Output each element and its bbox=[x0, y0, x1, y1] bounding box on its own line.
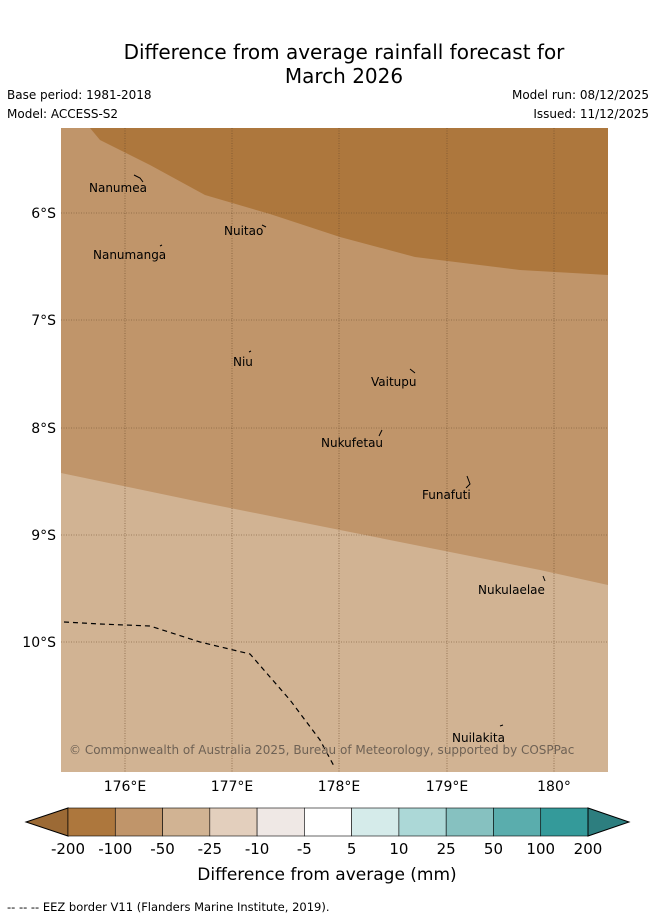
legend-title: Difference from average (mm) bbox=[197, 865, 456, 885]
lon-tick-176: 176°E bbox=[104, 779, 147, 795]
title-line-2: March 2026 bbox=[284, 64, 404, 88]
base-period: Base period: 1981-2018 bbox=[7, 88, 152, 102]
island-shape-nuilakita bbox=[499, 724, 504, 727]
lat-tick-9s: 9°S bbox=[31, 528, 56, 544]
colorbar-tick-label: 5 bbox=[347, 840, 357, 858]
colorbar-tick-label: -50 bbox=[150, 840, 175, 858]
colorbar-swatch bbox=[540, 807, 589, 837]
island-shape-nuitao bbox=[261, 224, 267, 228]
colorbar-swatch bbox=[162, 807, 211, 837]
colorbar-swatch bbox=[304, 807, 352, 837]
lat-tick-6s: 6°S bbox=[31, 206, 56, 222]
eez-border-line bbox=[63, 621, 336, 769]
colorbar-tick-label: -25 bbox=[198, 840, 223, 858]
island-labels: Nanumea Nuitao Nanumanga Niu Vaitupu Nuk… bbox=[89, 181, 545, 745]
island-label-niu: Niu bbox=[233, 355, 253, 369]
island-shape-nanumea bbox=[133, 174, 144, 183]
model-name: Model: ACCESS-S2 bbox=[7, 107, 119, 121]
lon-tick-180: 180° bbox=[537, 779, 571, 795]
lon-tick-178: 178°E bbox=[318, 779, 361, 795]
longitude-axis: 176°E 177°E 178°E 179°E 180° bbox=[104, 779, 571, 795]
colorbar-swatch bbox=[398, 807, 447, 837]
island-shape-nukufetau bbox=[378, 429, 383, 437]
island-shape-nukulaelae bbox=[542, 575, 546, 582]
island-label-funafuti: Funafuti bbox=[422, 488, 471, 502]
island-label-nanumea: Nanumea bbox=[89, 181, 147, 195]
island-shape-nanumanga bbox=[159, 244, 163, 247]
colorbar-swatch bbox=[256, 807, 305, 837]
island-label-nuitao: Nuitao bbox=[224, 224, 263, 238]
colorbar-swatch bbox=[114, 807, 163, 837]
issued-date: Issued: 11/12/2025 bbox=[533, 107, 649, 121]
lon-tick-179: 179°E bbox=[426, 779, 469, 795]
island-label-vaitupu: Vaitupu bbox=[371, 375, 417, 389]
title-line-1: Difference from average rainfall forecas… bbox=[123, 40, 565, 64]
island-label-nanumanga: Nanumanga bbox=[93, 248, 166, 262]
lon-tick-177: 177°E bbox=[211, 779, 254, 795]
colorbar-swatch bbox=[493, 807, 542, 837]
latitude-axis: 6°S 7°S 8°S 9°S 10°S bbox=[22, 206, 56, 651]
island-shape-niu bbox=[248, 350, 252, 353]
lat-tick-8s: 8°S bbox=[31, 421, 56, 437]
northern-band-region bbox=[90, 128, 608, 275]
island-shapes bbox=[133, 174, 546, 727]
island-shape-vaitupu bbox=[409, 368, 416, 374]
colorbar-extend-high bbox=[587, 807, 631, 837]
colorbar-legend: -200 -100 -50 -25 -10 -5 5 10 25 50 100 200 bbox=[24, 807, 631, 858]
colorbar-swatch bbox=[445, 807, 494, 837]
colorbar-tick-label: 50 bbox=[484, 840, 503, 858]
colorbar-tick-label: 10 bbox=[389, 840, 408, 858]
colorbar-tick-label: 200 bbox=[574, 840, 603, 858]
colorbar-tick-label: -5 bbox=[297, 840, 312, 858]
island-label-nukufetau: Nukufetau bbox=[321, 436, 383, 450]
copyright-notice: © Commonwealth of Australia 2025, Bureau… bbox=[69, 743, 574, 757]
map-title: Difference from average rainfall forecas… bbox=[0, 40, 655, 88]
island-shape-funafuti bbox=[465, 475, 471, 489]
colorbar-extend-low bbox=[24, 807, 69, 837]
model-run: Model run: 08/12/2025 bbox=[511, 88, 649, 102]
island-label-nuilakita: Nuilakita bbox=[452, 731, 505, 745]
lat-tick-7s: 7°S bbox=[31, 313, 56, 329]
colorbar-tick-label: 25 bbox=[437, 840, 456, 858]
lat-tick-10s: 10°S bbox=[22, 635, 56, 651]
colorbar-tick-label: -10 bbox=[245, 840, 270, 858]
colorbar-tick-label: -200 bbox=[51, 840, 85, 858]
colorbar-swatch bbox=[209, 807, 258, 837]
eez-footnote: -- -- -- EEZ border V11 (Flanders Marine… bbox=[7, 900, 330, 914]
colorbar-tick-label: -100 bbox=[98, 840, 132, 858]
island-label-nukulaelae: Nukulaelae bbox=[478, 583, 545, 597]
colorbar-tick-label: 100 bbox=[526, 840, 555, 858]
map-area: Nanumea Nuitao Nanumanga Niu Vaitupu Nuk… bbox=[61, 128, 608, 772]
graticule bbox=[61, 128, 608, 772]
colorbar-swatch bbox=[351, 807, 400, 837]
colorbar-swatch bbox=[67, 807, 116, 837]
